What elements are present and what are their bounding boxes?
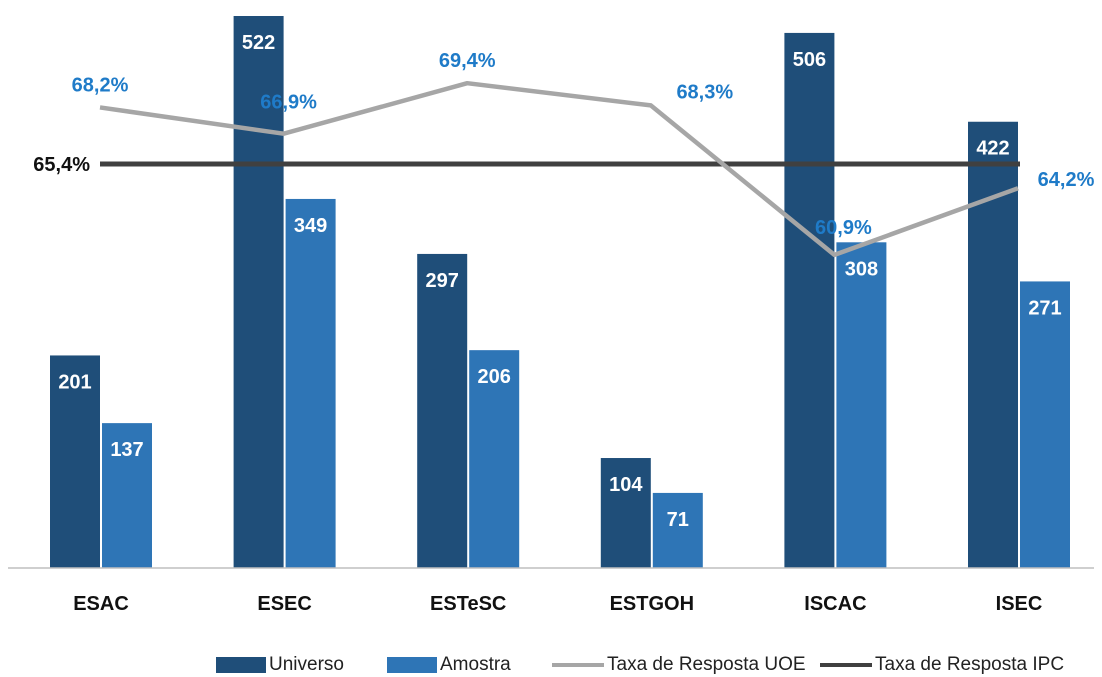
bar-value-universo-iscac: 506 <box>793 49 826 71</box>
legend-label-uoe: Taxa de Resposta UOE <box>607 654 806 675</box>
x-tick-estesc: ESTeSC <box>430 593 506 615</box>
bar-value-amostra-estgoh: 71 <box>667 509 689 531</box>
bar-value-amostra-estesc: 206 <box>478 366 511 388</box>
rate-label-estesc: 69,4% <box>439 50 496 72</box>
line-layer <box>99 80 1020 258</box>
x-axis: ESAC ESEC ESTeSC ESTGOH ISCAC ISEC <box>8 567 1094 615</box>
bar-value-amostra-isec: 271 <box>1028 297 1061 319</box>
x-tick-iscac: ISCAC <box>804 593 866 615</box>
rate-label-estgoh: 68,3% <box>676 81 733 103</box>
bar-value-amostra-iscac: 308 <box>845 258 878 280</box>
rate-label-isec: 64,2% <box>1038 169 1095 191</box>
legend-label-universo: Universo <box>269 654 344 675</box>
legend: Universo Amostra Taxa de Resposta UOE Ta… <box>0 652 1102 677</box>
x-tick-estgoh: ESTGOH <box>610 593 694 615</box>
label-layer: 201 137 522 349 297 206 104 71 506 308 422 271 65,4%… <box>33 32 1094 531</box>
bar-value-universo-esec: 522 <box>242 32 275 54</box>
legend-swatch-amostra <box>387 657 437 673</box>
bar-amostra-esac <box>102 423 152 568</box>
legend-label-ipc: Taxa de Resposta IPC <box>875 654 1065 675</box>
bar-value-amostra-esac: 137 <box>110 439 143 461</box>
x-tick-isec: ISEC <box>996 593 1043 615</box>
legend-item-universo: Universo <box>216 654 344 676</box>
bar-universo-esec <box>233 16 284 568</box>
bar-amostra-esec <box>285 198 336 568</box>
bar-amostra-iscac <box>836 242 887 569</box>
rate-label-esec: 66,9% <box>260 92 317 114</box>
bar-universo-estesc <box>417 253 468 568</box>
bar-value-universo-estgoh: 104 <box>609 474 643 496</box>
bar-value-universo-esac: 201 <box>58 371 91 393</box>
bar-amostra-estgoh <box>652 492 703 568</box>
legend-swatch-universo <box>216 657 266 673</box>
bar-value-universo-estesc: 297 <box>426 270 459 292</box>
legend-item-uoe: Taxa de Resposta UOE <box>552 654 806 676</box>
legend-item-ipc: Taxa de Resposta IPC <box>820 654 1064 676</box>
bar-universo-iscac <box>784 32 835 568</box>
bar-amostra-estesc <box>469 350 520 568</box>
rate-label-iscac: 60,9% <box>815 217 872 239</box>
chart: 201 137 522 349 297 206 104 71 506 308 422 271 65,4%… <box>8 16 1095 615</box>
legend-swatch-ipc <box>820 663 872 667</box>
series-line-taxa-uoe <box>99 80 1019 258</box>
bar-universo-estgoh <box>600 458 651 568</box>
bar-value-universo-isec: 422 <box>976 138 1009 160</box>
bar-layer <box>50 16 1070 569</box>
x-tick-esac: ESAC <box>73 593 129 615</box>
bar-value-amostra-esec: 349 <box>294 215 327 237</box>
legend-item-amostra: Amostra <box>387 654 511 676</box>
rate-label-esac: 68,2% <box>72 74 129 96</box>
x-tick-esec: ESEC <box>257 593 311 615</box>
bar-amostra-isec <box>1020 281 1070 568</box>
ipc-value-label: 65,4% <box>33 154 90 176</box>
legend-label-amostra: Amostra <box>440 654 511 675</box>
legend-swatch-uoe <box>552 663 604 667</box>
bar-universo-esac <box>50 355 100 568</box>
